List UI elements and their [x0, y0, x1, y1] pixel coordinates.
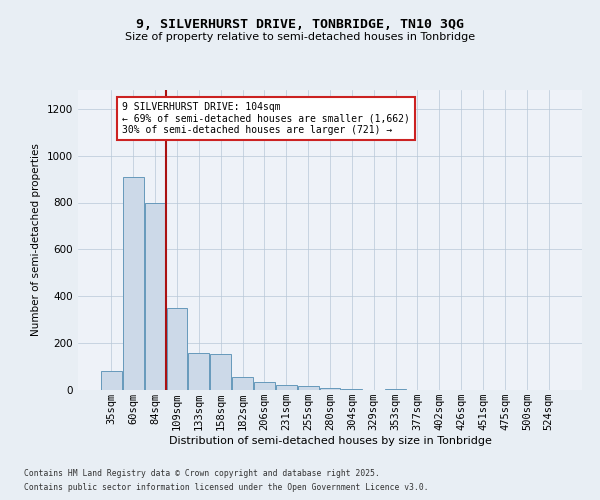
- Text: 9 SILVERHURST DRIVE: 104sqm
← 69% of semi-detached houses are smaller (1,662)
30: 9 SILVERHURST DRIVE: 104sqm ← 69% of sem…: [122, 102, 410, 135]
- Bar: [188, 352, 209, 390]
- Text: Contains public sector information licensed under the Open Government Licence v3: Contains public sector information licen…: [24, 484, 428, 492]
- Bar: [320, 388, 340, 390]
- Bar: [167, 308, 187, 390]
- Bar: [254, 382, 275, 390]
- Bar: [210, 354, 231, 390]
- Text: Contains HM Land Registry data © Crown copyright and database right 2025.: Contains HM Land Registry data © Crown c…: [24, 468, 380, 477]
- Bar: [298, 386, 319, 390]
- Bar: [341, 389, 362, 390]
- Text: Size of property relative to semi-detached houses in Tonbridge: Size of property relative to semi-detach…: [125, 32, 475, 42]
- Text: 9, SILVERHURST DRIVE, TONBRIDGE, TN10 3QG: 9, SILVERHURST DRIVE, TONBRIDGE, TN10 3Q…: [136, 18, 464, 30]
- Bar: [145, 202, 166, 390]
- X-axis label: Distribution of semi-detached houses by size in Tonbridge: Distribution of semi-detached houses by …: [169, 436, 491, 446]
- Bar: [232, 377, 253, 390]
- Bar: [101, 371, 122, 390]
- Bar: [385, 389, 406, 390]
- Y-axis label: Number of semi-detached properties: Number of semi-detached properties: [31, 144, 41, 336]
- Bar: [276, 386, 296, 390]
- Bar: [123, 176, 143, 390]
